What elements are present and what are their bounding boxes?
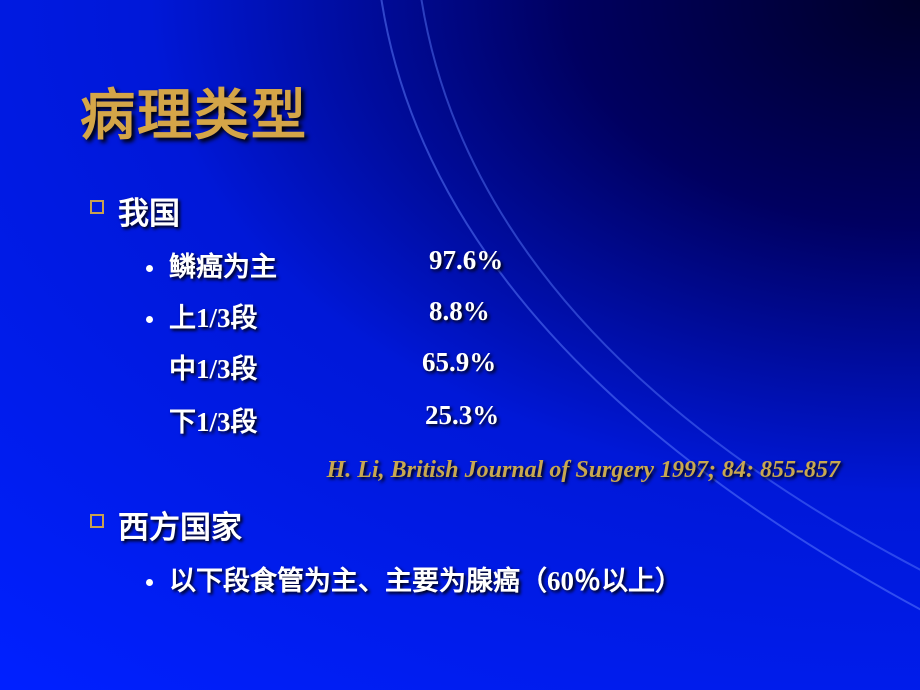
square-bullet-icon [90, 200, 104, 214]
stat-value: 97.6% [429, 245, 503, 284]
stat-label: 鳞癌为主 [169, 245, 429, 284]
section-heading: 西方国家 [118, 502, 242, 547]
stat-value: 8.8% [429, 296, 490, 335]
stat-row: 上1/3段 8.8% [146, 296, 870, 335]
slide-content: 病理类型 我国 鳞癌为主 97.6% 上1/3段 8.8% 中1/3段 65.9… [0, 0, 920, 690]
citation-text: H. Li, British Journal of Surgery 1997; … [80, 457, 870, 484]
dot-bullet-icon [146, 579, 153, 586]
stat-label: 以下段食管为主、主要为腺癌（60％以上） [169, 559, 682, 598]
stat-value: 65.9% [422, 347, 496, 386]
stat-row: 中1/3段 65.9% [169, 347, 870, 386]
dot-bullet-icon [146, 316, 153, 323]
stat-row: 下1/3段 25.3% [169, 400, 870, 439]
dot-bullet-icon [146, 265, 153, 272]
stat-label: 中1/3段 [169, 347, 422, 386]
section-china: 我国 [90, 188, 870, 233]
square-bullet-icon [90, 514, 104, 528]
stat-label: 下1/3段 [169, 400, 425, 439]
slide-title: 病理类型 [80, 70, 870, 150]
section-western: 西方国家 [90, 502, 870, 547]
stat-row: 以下段食管为主、主要为腺癌（60％以上） [146, 559, 870, 598]
stat-label: 上1/3段 [169, 296, 429, 335]
stat-row: 鳞癌为主 97.6% [146, 245, 870, 284]
section-heading: 我国 [118, 188, 180, 233]
stat-value: 25.3% [425, 400, 499, 439]
